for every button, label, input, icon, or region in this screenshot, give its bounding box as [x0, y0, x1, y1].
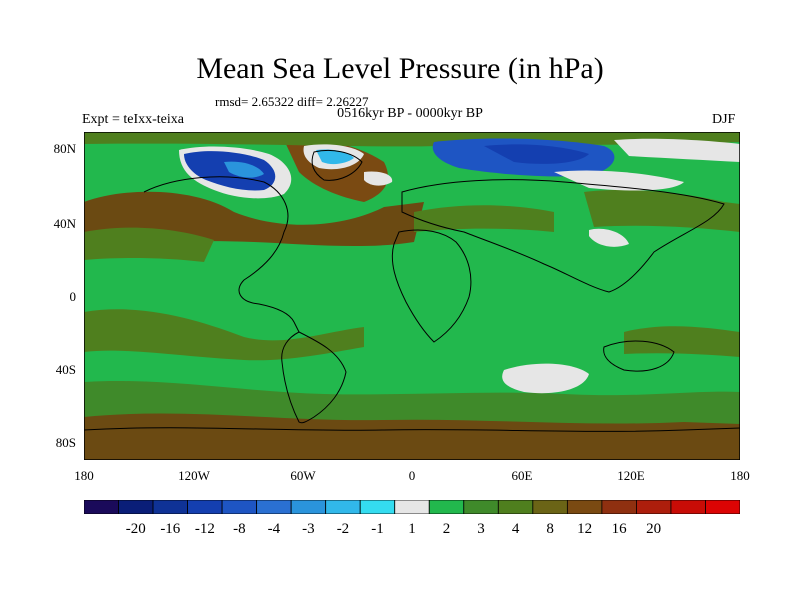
- colorbar-label: -8: [233, 521, 246, 537]
- colorbar-label: -1: [371, 521, 384, 537]
- colorbar-swatch: [84, 500, 119, 514]
- region-greenland-cyan: [316, 149, 354, 165]
- colorbar-swatch: [601, 500, 637, 514]
- colorbar-label: -2: [336, 521, 350, 537]
- region-south-indian-white: [502, 363, 589, 394]
- region-north-pacific-olive: [84, 227, 214, 262]
- negative-anomalies: [179, 138, 740, 394]
- experiment-label: Expt = teIxx-teixa: [82, 112, 184, 127]
- colorbar-label: 2: [442, 521, 451, 537]
- coast-africa: [391, 229, 472, 343]
- lat-tick-40n: 40N: [53, 216, 76, 231]
- region-siberia-olive: [584, 190, 740, 232]
- lat-tick-0: 0: [69, 289, 77, 304]
- colorbar-swatch: [118, 500, 154, 514]
- colorbar-label: 3: [477, 521, 485, 537]
- colorbar-label: -16: [160, 521, 181, 537]
- coast-australia: [603, 340, 675, 372]
- colorbar-swatch: [428, 500, 465, 514]
- coast-antarctica: [84, 427, 740, 432]
- lat-tick-80s: 80S: [55, 435, 76, 450]
- colorbar-swatch: [463, 500, 499, 514]
- colorbar-label: -20: [125, 521, 146, 537]
- colorbar-label: 12: [577, 521, 593, 537]
- coast-greenland: [311, 149, 363, 181]
- colorbar-swatch: [359, 500, 396, 514]
- coast-eurasia: [401, 179, 725, 293]
- colorbar-swatch: [187, 500, 223, 514]
- region-canada-cyan: [224, 161, 264, 178]
- coast-south-america: [281, 331, 347, 424]
- colorbar-swatch: [290, 500, 327, 514]
- colorbar-swatch: [705, 500, 740, 514]
- region-china-white: [589, 228, 629, 247]
- lon-tick-0: 0: [408, 468, 416, 483]
- colorbar-swatch: [394, 500, 430, 514]
- chart-title: Mean Sea Level Pressure (in hPa): [196, 52, 604, 85]
- region-antarctica-brown: [84, 413, 740, 460]
- colorbar-label: 20: [646, 521, 662, 537]
- region-south-pacific-olive: [84, 309, 364, 361]
- colorbar-swatch: [636, 500, 672, 514]
- colorbar-swatch: [256, 500, 292, 514]
- region-siberia-white: [614, 138, 740, 162]
- colorbar-swatch: [532, 500, 568, 514]
- colorbar-label: -12: [194, 521, 215, 537]
- season-label: DJF: [712, 112, 736, 127]
- colorbar-label: 8: [546, 521, 554, 537]
- region-eurasia-olive: [414, 205, 554, 232]
- region-asia-white: [554, 170, 684, 191]
- colorbar-swatch: [152, 500, 188, 514]
- colorbar-swatch: [325, 500, 361, 514]
- colorbar-swatch: [670, 500, 706, 514]
- colorbar-label: 1: [408, 521, 416, 537]
- period-text: 0516kyr BP - 0000kyr BP: [337, 106, 483, 121]
- region-iceland-white: [364, 171, 393, 186]
- lon-tick-60e: 60E: [511, 468, 533, 483]
- colorbar-label: 4: [511, 521, 520, 537]
- lon-tick-60w: 60W: [290, 468, 316, 483]
- colorbar-label: 16: [611, 521, 627, 537]
- colorbar-swatch: [221, 500, 258, 514]
- coastlines: [84, 149, 740, 432]
- colorbar-swatch: [497, 500, 534, 514]
- lon-tick-120w: 120W: [178, 468, 210, 483]
- region-south-indian-olive: [624, 326, 740, 357]
- coast-north-america: [143, 176, 300, 333]
- region-barents-dark-blue: [484, 144, 589, 164]
- lat-tick-40s: 40S: [55, 362, 76, 377]
- colorbar: [84, 500, 740, 514]
- lon-tick-180w: 180: [74, 468, 94, 483]
- pressure-map: [84, 132, 740, 460]
- colorbar-label: -4: [267, 521, 281, 537]
- lon-tick-120e: 120E: [617, 468, 645, 483]
- lon-tick-180e: 180: [730, 468, 750, 483]
- stats-text: rmsd= 2.65322 diff= 2.26227: [215, 94, 369, 109]
- colorbar-swatch: [566, 500, 603, 514]
- colorbar-label: -3: [302, 521, 315, 537]
- lat-tick-80n: 80N: [53, 141, 76, 156]
